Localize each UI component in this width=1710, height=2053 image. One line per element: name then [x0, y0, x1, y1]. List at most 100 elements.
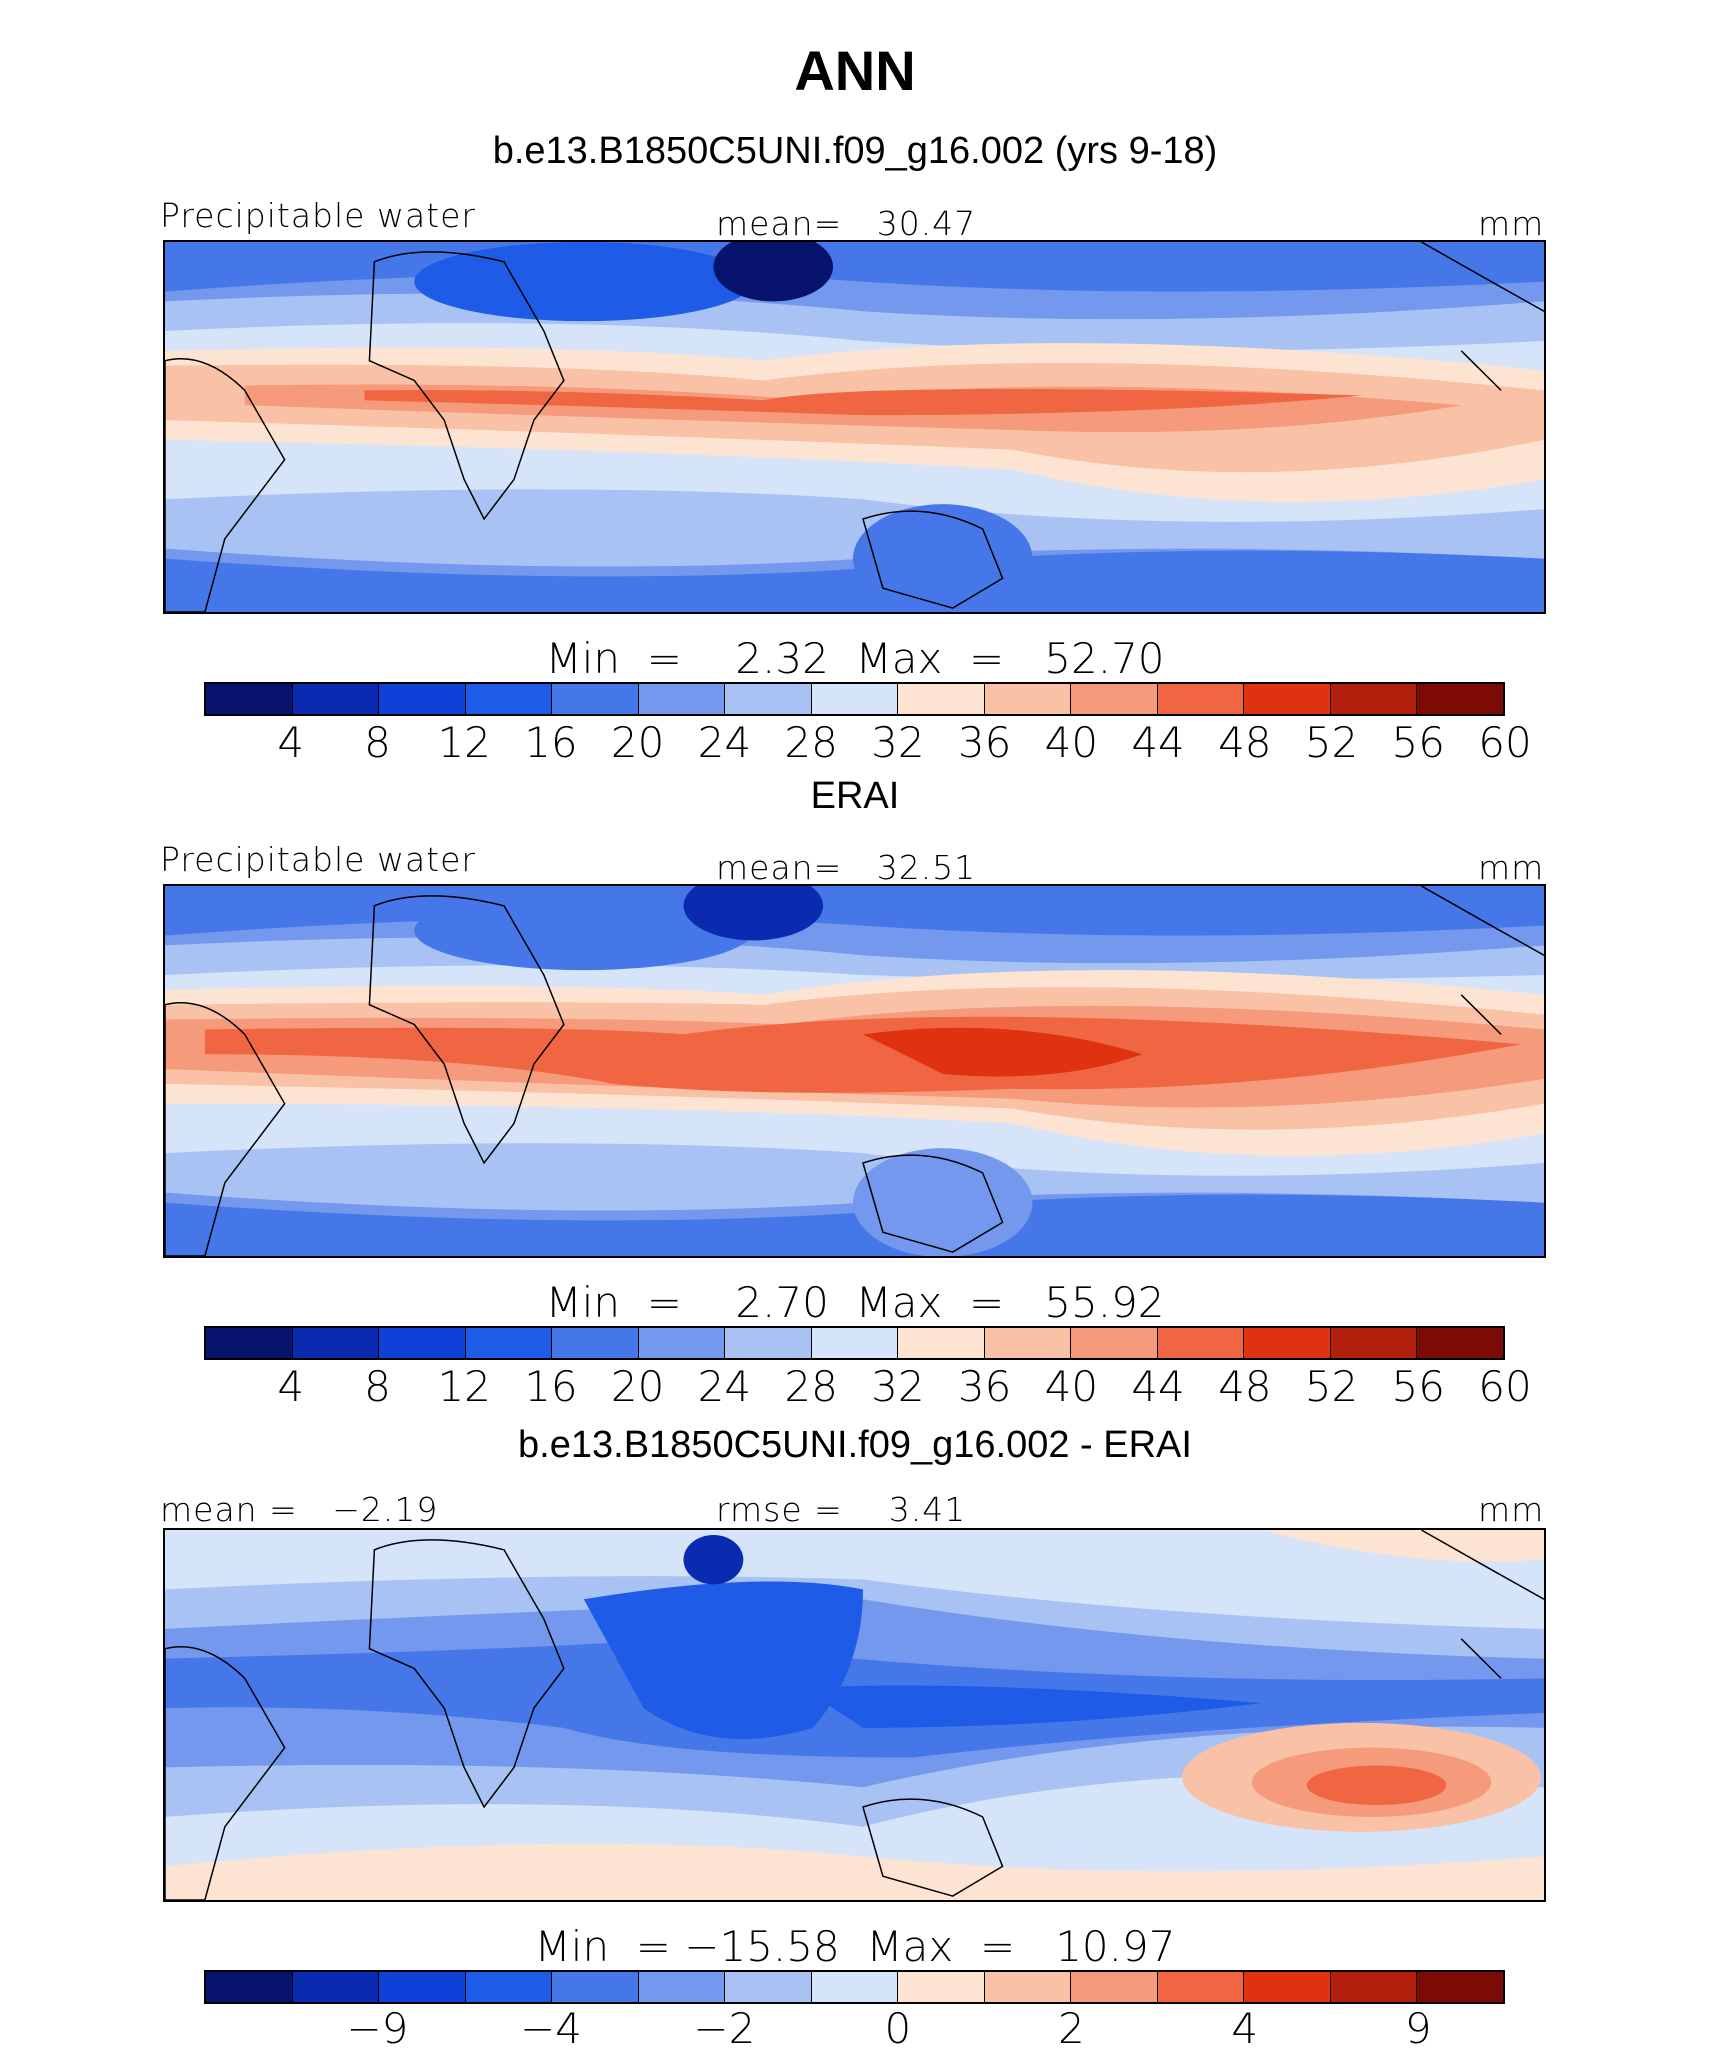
- panel-3-map: [163, 1528, 1546, 1902]
- colorbar-swatch: [206, 684, 293, 714]
- australia-outline: [862, 1798, 1004, 1897]
- colorbar-swatch: [1157, 684, 1245, 714]
- tibet-dry: [683, 886, 824, 941]
- south-america-outline: [165, 1001, 286, 1256]
- figure-title: ANN: [794, 39, 916, 102]
- colorbar-swatch: [379, 684, 466, 714]
- panel-1-minmax: Min = 2.32 Max = 52.70: [545, 634, 1165, 683]
- colorbar-tick-label: 12: [437, 718, 491, 767]
- panel-2-title: ERAI: [810, 775, 900, 817]
- colorbar-swatch: [1071, 1972, 1158, 2002]
- np-positive: [1261, 1530, 1544, 1562]
- colorbar-tick-label: 44: [1131, 718, 1185, 767]
- colorbar-swatch: [638, 1328, 726, 1358]
- colorbar-swatch: [638, 1972, 726, 2002]
- australia-outline: [862, 510, 1004, 609]
- colorbar-swatch: [206, 1972, 293, 2002]
- tibet-diff: [683, 1534, 744, 1585]
- panel-1-title: b.e13.B1850C5UNI.f09_g16.002 (yrs 9-18): [492, 130, 1218, 172]
- colorbar-tick-label: 4: [277, 1362, 305, 1411]
- colorbar-tick-label: 40: [1044, 718, 1099, 767]
- colorbar-tick-label: 28: [784, 718, 838, 767]
- panel-3-colorbar: [204, 1970, 1505, 2004]
- colorbar-tick-label: −4: [519, 2004, 582, 2053]
- colorbar-tick-label: 60: [1478, 718, 1532, 767]
- colorbar-tick-label: −2: [693, 2004, 756, 2053]
- panel-2-variable-label: Precipitable water: [160, 840, 476, 879]
- colorbar-swatch: [1244, 1328, 1331, 1358]
- colorbar-swatch: [1157, 1328, 1245, 1358]
- colorbar-swatch: [1071, 684, 1158, 714]
- south-america-outline: [165, 1645, 286, 1900]
- colorbar-swatch: [379, 1328, 466, 1358]
- south-band: [165, 1194, 1544, 1256]
- panel-1-map: [163, 240, 1546, 614]
- colorbar-tick-label: −9: [346, 2004, 409, 2053]
- panel-3-rmse-label: rmse = 3.41: [716, 1490, 967, 1529]
- maritime-dry: [803, 1685, 1262, 1728]
- colorbar-swatch: [898, 1328, 985, 1358]
- colorbar-swatch: [1244, 1972, 1331, 2002]
- central-america-outline: [1420, 242, 1544, 391]
- colorbar-swatch: [811, 684, 899, 714]
- colorbar-swatch: [552, 1972, 639, 2002]
- warm-pool-core: [862, 1027, 1143, 1077]
- panel-3-minmax: Min = −15.58 Max = 10.97: [534, 1922, 1176, 1971]
- colorbar-tick-label: 24: [697, 1362, 752, 1411]
- colorbar-swatch: [1157, 1972, 1245, 2002]
- colorbar-tick-label: 4: [1231, 2004, 1259, 2053]
- colorbar-tick-label: 2: [1057, 2004, 1085, 2053]
- colorbar-tick-label: 16: [524, 718, 578, 767]
- colorbar-tick-label: 20: [610, 718, 665, 767]
- central-america-outline: [1420, 886, 1544, 1035]
- colorbar-tick-label: 9: [1404, 2004, 1432, 2053]
- colorbar-swatch: [984, 1328, 1072, 1358]
- colorbar-tick-label: 52: [1304, 1362, 1359, 1411]
- colorbar-tick-label: 32: [871, 718, 925, 767]
- central-america-outline: [1420, 1530, 1544, 1679]
- panel-2-mean-label: mean= 32.51: [716, 848, 977, 887]
- colorbar-tick-label: 56: [1391, 718, 1445, 767]
- panel-3-unit-label: mm: [1478, 1490, 1545, 1529]
- colorbar-swatch: [379, 1972, 466, 2002]
- indian-ocean-dry: [583, 1581, 863, 1739]
- southern-positive: [165, 1843, 1544, 1900]
- colorbar-tick-label: 4: [277, 718, 305, 767]
- colorbar-swatch: [465, 1972, 553, 2002]
- colorbar-tick-label: 48: [1218, 718, 1272, 767]
- colorbar-swatch: [552, 684, 639, 714]
- panel-1-unit-label: mm: [1478, 204, 1545, 243]
- sahara-dry: [414, 242, 754, 322]
- colorbar-swatch: [984, 684, 1072, 714]
- spcz-positive-3: [1306, 1765, 1447, 1806]
- colorbar-tick-label: 16: [524, 1362, 578, 1411]
- colorbar-tick-label: 44: [1131, 1362, 1185, 1411]
- africa-outline: [368, 895, 565, 1165]
- colorbar-tick-label: 40: [1044, 1362, 1099, 1411]
- colorbar-tick-label: 56: [1391, 1362, 1445, 1411]
- colorbar-tick-label: 24: [697, 718, 752, 767]
- colorbar-swatch: [984, 1972, 1072, 2002]
- colorbar-tick-label: 36: [957, 1362, 1012, 1411]
- colorbar-tick-label: 48: [1218, 1362, 1272, 1411]
- colorbar-tick-label: 12: [437, 1362, 491, 1411]
- colorbar-swatch: [1330, 1972, 1418, 2002]
- colorbar-swatch: [292, 1972, 380, 2002]
- colorbar-swatch: [638, 684, 726, 714]
- south-america-outline: [165, 357, 286, 612]
- colorbar-tick-label: 60: [1478, 1362, 1532, 1411]
- colorbar-swatch: [725, 684, 812, 714]
- colorbar-tick-label: 0: [884, 2004, 912, 2053]
- colorbar-swatch: [206, 1328, 293, 1358]
- colorbar-tick-label: 52: [1304, 718, 1359, 767]
- colorbar-swatch: [725, 1328, 812, 1358]
- panel-3-mean-label: mean = −2.19: [160, 1490, 439, 1529]
- panel-2-minmax: Min = 2.70 Max = 55.92: [545, 1278, 1165, 1327]
- south-band: [165, 550, 1544, 612]
- panel-2-unit-label: mm: [1478, 848, 1545, 887]
- africa-outline: [368, 251, 565, 521]
- colorbar-swatch: [811, 1972, 899, 2002]
- panel-1-colorbar: [204, 682, 1505, 716]
- africa-outline: [368, 1539, 565, 1809]
- tropics-band-4: [204, 1016, 1522, 1093]
